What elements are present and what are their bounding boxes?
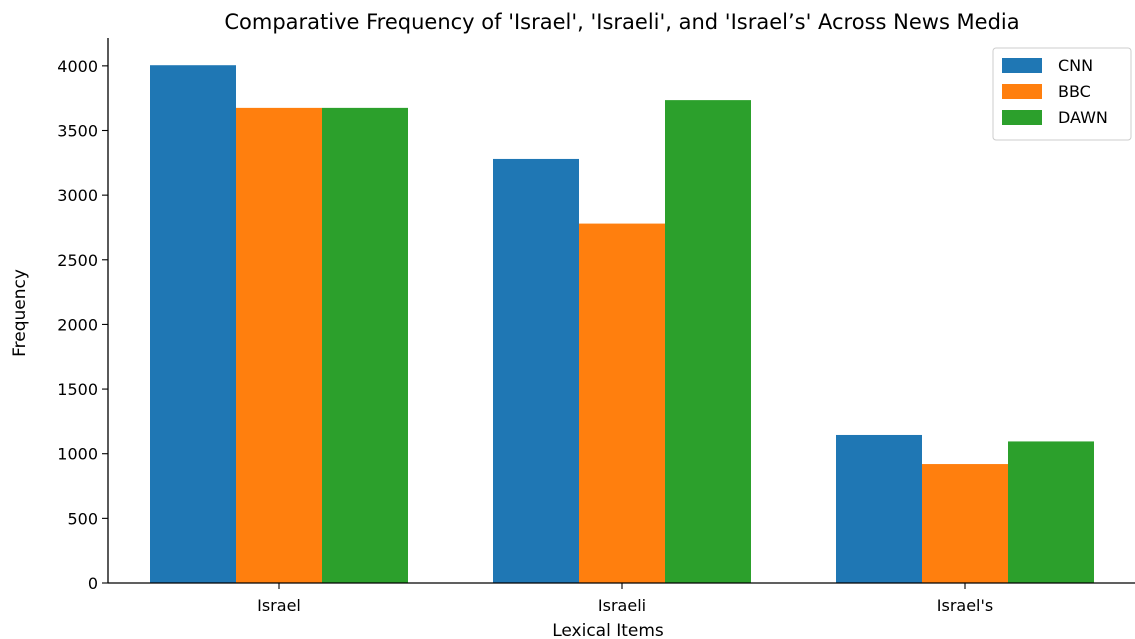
x-axis-title: Lexical Items — [552, 621, 664, 639]
y-tick-label: 3000 — [57, 186, 98, 205]
chart-title: Comparative Frequency of 'Israel', 'Isra… — [224, 10, 1019, 34]
bar-bbc-2 — [579, 223, 665, 584]
legend-label-dawn: DAWN — [1058, 108, 1108, 127]
legend-swatch-cnn — [1002, 58, 1042, 73]
legend-swatch-bbc — [1002, 84, 1042, 99]
x-tick-label: Israeli — [598, 596, 646, 615]
legend-label-bbc: BBC — [1058, 82, 1091, 101]
bar-dawn-2 — [665, 100, 751, 583]
bar-cnn-1 — [150, 65, 236, 584]
legend-swatch-dawn — [1002, 110, 1042, 125]
y-tick-label: 500 — [67, 509, 98, 528]
legend: CNN BBC DAWN — [992, 47, 1132, 141]
y-tick-label: 1500 — [57, 380, 98, 399]
bar-bbc-3 — [922, 464, 1008, 583]
y-axis: 0 500 1000 1500 2000 2500 3000 3500 4000 — [57, 38, 109, 593]
bar-cnn-3 — [836, 434, 922, 583]
x-tick-label: Israel — [257, 596, 301, 615]
y-tick-label: 0 — [88, 574, 98, 593]
y-axis-title: Frequency — [10, 269, 30, 357]
y-tick-label: 3500 — [57, 122, 98, 141]
legend-label-cnn: CNN — [1058, 56, 1093, 75]
plot-area — [150, 65, 1094, 584]
x-tick-label: Israel's — [937, 596, 993, 615]
bar-dawn-3 — [1008, 441, 1094, 583]
bar-dawn-1 — [322, 107, 408, 583]
x-axis: Israel Israeli Israel's — [108, 582, 1135, 615]
y-tick-label: 2500 — [57, 251, 98, 270]
bar-bbc-1 — [236, 107, 322, 583]
y-tick-label: 1000 — [57, 445, 98, 464]
bar-cnn-2 — [493, 158, 579, 583]
y-tick-label: 2000 — [57, 315, 98, 334]
y-tick-label: 4000 — [57, 57, 98, 76]
